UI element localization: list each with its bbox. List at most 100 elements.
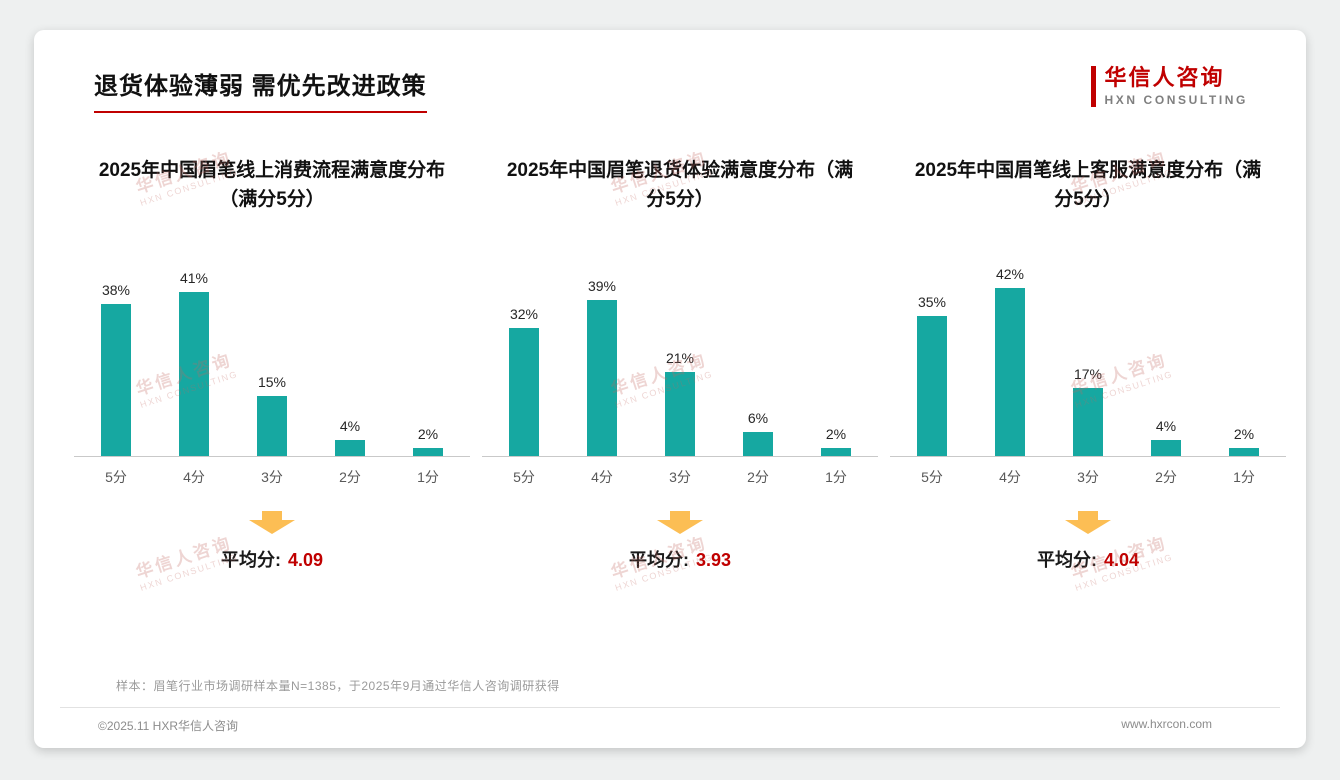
charts-row: 2025年中国眉笔线上消费流程满意度分布（满分5分） 38% 41% 15% 4% 2%… xyxy=(34,157,1306,572)
logo: 华信人咨询 HXN CONSULTING xyxy=(1091,65,1248,108)
bar xyxy=(1151,440,1181,456)
bar xyxy=(335,440,365,456)
bar-group: 35% xyxy=(893,294,971,456)
down-arrow-icon xyxy=(657,511,703,534)
average-label: 平均分: xyxy=(1036,550,1097,570)
bar-plot: 38% 41% 15% 4% 2% 5分 4分 3分 2分 1分 xyxy=(74,255,470,487)
arrow-stem xyxy=(1078,511,1098,520)
arrow-head xyxy=(249,520,295,534)
bar xyxy=(743,432,773,456)
bar-value-label: 4% xyxy=(1155,418,1177,434)
bar-group: 32% xyxy=(485,306,563,456)
average-score: 平均分: 4.09 xyxy=(74,546,470,572)
x-axis-label: 3分 xyxy=(1077,469,1099,485)
bar-group: 38% xyxy=(77,282,155,456)
down-arrow-icon xyxy=(1065,511,1111,534)
x-axis-label: 5分 xyxy=(921,469,943,485)
logo-text: 华信人咨询 HXN CONSULTING xyxy=(1104,65,1248,108)
x-axis-label: 1分 xyxy=(1233,469,1255,485)
bar-value-label: 42% xyxy=(995,266,1025,282)
arrow-head xyxy=(657,520,703,534)
x-axis-labels: 5分 4分 3分 2分 1分 xyxy=(482,467,878,487)
bar-group: 39% xyxy=(563,278,641,456)
bar xyxy=(257,396,287,456)
x-axis-label: 1分 xyxy=(417,469,439,485)
bar xyxy=(917,316,947,456)
x-axis-label: 2分 xyxy=(1155,469,1177,485)
arrow-stem xyxy=(262,511,282,520)
logo-name: 华信人咨询 xyxy=(1104,65,1225,90)
x-axis-label: 4分 xyxy=(999,469,1021,485)
x-axis-label: 1分 xyxy=(825,469,847,485)
bar-value-label: 38% xyxy=(101,282,131,298)
bar-group: 17% xyxy=(1049,366,1127,456)
bar-value-label: 41% xyxy=(179,270,209,286)
footer-divider xyxy=(60,707,1280,708)
bar-plot: 32% 39% 21% 6% 2% 5分 4分 3分 2分 1分 xyxy=(482,255,878,487)
footer-url: www.hxrcon.com xyxy=(1121,717,1212,731)
chart-title: 2025年中国眉笔退货体验满意度分布（满分5分） xyxy=(506,160,854,210)
average-label: 平均分: xyxy=(220,550,281,570)
footer: ©2025.11 HXR华信人咨询 www.hxrcon.com xyxy=(98,717,1212,734)
bar-value-label: 39% xyxy=(587,278,617,294)
bar-value-label: 35% xyxy=(917,294,947,310)
x-axis-label: 5分 xyxy=(105,469,127,485)
x-axis-label: 2分 xyxy=(339,469,361,485)
bar xyxy=(665,372,695,456)
x-axis-label: 4分 xyxy=(591,469,613,485)
average-value: 3.93 xyxy=(695,550,732,570)
bar-group: 21% xyxy=(641,350,719,456)
bar-plot: 35% 42% 17% 4% 2% 5分 4分 3分 2分 1分 xyxy=(890,255,1286,487)
bar xyxy=(179,292,209,456)
bar-group: 42% xyxy=(971,266,1049,456)
slide-card: 华信人咨询 HXN CONSULTING 华信人咨询 HXN CONSULTING 华信… xyxy=(34,30,1306,748)
chart-title: 2025年中国眉笔线上客服满意度分布（满分5分） xyxy=(914,160,1262,210)
x-axis-label: 5分 xyxy=(513,469,535,485)
x-axis-labels: 5分 4分 3分 2分 1分 xyxy=(890,467,1286,487)
bar xyxy=(1073,388,1103,456)
bars-area: 35% 42% 17% 4% 2% xyxy=(890,255,1286,457)
arrow-stem xyxy=(670,511,690,520)
bar xyxy=(413,448,443,456)
bar-value-label: 2% xyxy=(825,426,847,442)
average-value: 4.09 xyxy=(287,550,324,570)
bar-value-label: 15% xyxy=(257,374,287,390)
bar xyxy=(101,304,131,456)
bar-value-label: 32% xyxy=(509,306,539,322)
bar-group: 2% xyxy=(389,426,467,456)
x-axis-labels: 5分 4分 3分 2分 1分 xyxy=(74,467,470,487)
bar-group: 4% xyxy=(311,418,389,456)
bar-group: 2% xyxy=(1205,426,1283,456)
bar-group: 2% xyxy=(797,426,875,456)
bar-group: 41% xyxy=(155,270,233,456)
bar-value-label: 17% xyxy=(1073,366,1103,382)
bar xyxy=(509,328,539,456)
logo-bar-icon xyxy=(1091,66,1097,108)
average-score: 平均分: 3.93 xyxy=(482,546,878,572)
average-label: 平均分: xyxy=(628,550,689,570)
page-title: 退货体验薄弱 需优先改进政策 xyxy=(94,66,427,113)
bars-area: 32% 39% 21% 6% 2% xyxy=(482,255,878,457)
down-arrow-icon xyxy=(249,511,295,534)
footer-copyright: ©2025.11 HXR华信人咨询 xyxy=(98,719,238,733)
bar-value-label: 6% xyxy=(747,410,769,426)
bar xyxy=(587,300,617,456)
bar-value-label: 2% xyxy=(417,426,439,442)
bars-area: 38% 41% 15% 4% 2% xyxy=(74,255,470,457)
bar-group: 6% xyxy=(719,410,797,456)
chart-title: 2025年中国眉笔线上消费流程满意度分布（满分5分） xyxy=(98,160,446,210)
bar xyxy=(821,448,851,456)
bar xyxy=(1229,448,1259,456)
header: 退货体验薄弱 需优先改进政策 华信人咨询 HXN CONSULTING xyxy=(34,30,1306,113)
x-axis-label: 3分 xyxy=(669,469,691,485)
bar xyxy=(995,288,1025,456)
bar-group: 15% xyxy=(233,374,311,456)
average-value: 4.04 xyxy=(1103,550,1140,570)
bar-value-label: 21% xyxy=(665,350,695,366)
bar-value-label: 4% xyxy=(339,418,361,434)
logo-subtitle: HXN CONSULTING xyxy=(1104,93,1248,108)
x-axis-label: 4分 xyxy=(183,469,205,485)
arrow-head xyxy=(1065,520,1111,534)
sample-note: 样本：眉笔行业市场调研样本量N=1385，于2025年9月通过华信人咨询调研获得 xyxy=(116,679,560,693)
chart-return-experience: 2025年中国眉笔退货体验满意度分布（满分5分） 32% 39% 21% 6% 2% 5… xyxy=(476,157,884,572)
